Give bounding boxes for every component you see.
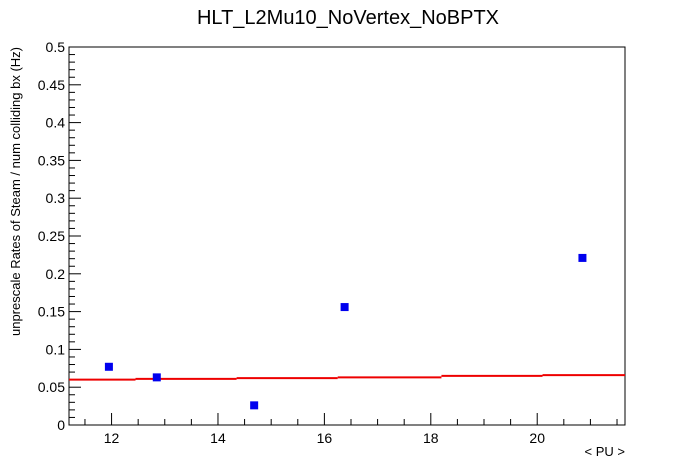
data-point: [340, 303, 349, 312]
x-tick-label: 16: [317, 430, 333, 446]
y-axis: 0 0.05 0.1 0.15 0.2 0.25 0.3 0.35 0.4 0.45 0.5: [38, 39, 81, 433]
data-points: [104, 253, 587, 410]
plot-frame: [68, 46, 626, 426]
y-tick-label: 0.5: [46, 39, 66, 55]
x-axis: 12 14 16 18 20: [84, 413, 618, 446]
y-tick-label: 0.3: [46, 190, 66, 206]
y-tick-label: 0.25: [38, 228, 65, 244]
y-tick-label: 0.1: [46, 341, 66, 357]
y-tick-label: 0.4: [46, 115, 66, 131]
data-point: [578, 253, 587, 262]
y-tick-label: 0.15: [38, 304, 65, 320]
y-axis-title: unprescale Rates of Steam / num collidin…: [8, 47, 23, 336]
data-point: [152, 373, 161, 382]
x-tick-label: 12: [104, 430, 120, 446]
chart-title: HLT_L2Mu10_NoVertex_NoBPTX: [197, 7, 499, 29]
y-tick-label: 0.2: [46, 266, 66, 282]
x-axis-title: < PU >: [585, 444, 625, 459]
y-tick-label: 0.05: [38, 379, 65, 395]
x-tick-label: 14: [210, 430, 226, 446]
x-tick-label: 18: [423, 430, 439, 446]
data-point: [250, 401, 259, 410]
y-tick-label: 0.35: [38, 152, 65, 168]
fit-line: [69, 374, 625, 381]
data-point: [104, 362, 113, 371]
y-tick-label: 0.45: [38, 77, 65, 93]
y-tick-label: 0: [57, 417, 65, 433]
x-tick-label: 20: [529, 430, 545, 446]
